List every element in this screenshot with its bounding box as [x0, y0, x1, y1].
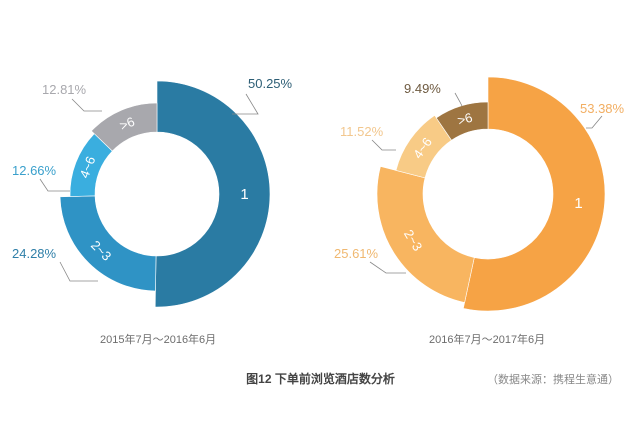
- chart-1-data-label: 12.81%: [42, 82, 87, 97]
- data-source: （数据来源：携程生意通）: [487, 374, 619, 386]
- chart-1-category-label: 4~6: [77, 154, 99, 180]
- chart-2-data-label: 9.49%: [404, 81, 441, 96]
- chart-2-slice-4: [435, 101, 489, 141]
- chart-1-category-label: 1: [240, 186, 248, 203]
- chart-1-data-label: 12.66%: [12, 163, 57, 178]
- chart-1-slice-1: [154, 80, 271, 308]
- figure-caption: 图12 下单前浏览酒店数分析: [246, 372, 395, 386]
- chart-1-leader-line: [232, 93, 259, 115]
- chart-2-slice-1: [462, 76, 606, 312]
- chart-1-leader-line: [59, 261, 98, 282]
- chart-1-slice-2: [59, 195, 157, 292]
- chart-1-category-label: >6: [117, 114, 137, 134]
- chart-2-data-label: 25.61%: [334, 246, 379, 261]
- chart-2-data-label: 11.52%: [340, 124, 384, 139]
- chart-1-slice-4: [90, 102, 158, 152]
- chart-2-category-label: 1: [574, 195, 582, 212]
- chart-2-subtitle: 2016年7月～2017年6月: [429, 334, 546, 346]
- chart-1-leader-line: [39, 178, 70, 192]
- chart-2-category-label: >6: [456, 110, 475, 129]
- chart-2-leader-line: [586, 115, 603, 129]
- chart-2-data-label: 53.38%: [580, 101, 625, 116]
- chart-1-subtitle: 2015年7月～2016年6月: [100, 334, 217, 346]
- chart-2-slice-2: [376, 166, 475, 303]
- chart-2-leader-line: [369, 261, 406, 274]
- chart-1-data-label: 50.25%: [248, 76, 293, 91]
- chart-1-leader-line: [71, 98, 102, 112]
- chart-2-leader-line: [371, 139, 396, 151]
- chart-1-data-label: 24.28%: [12, 246, 57, 261]
- chart-2-leader-line: [454, 92, 463, 107]
